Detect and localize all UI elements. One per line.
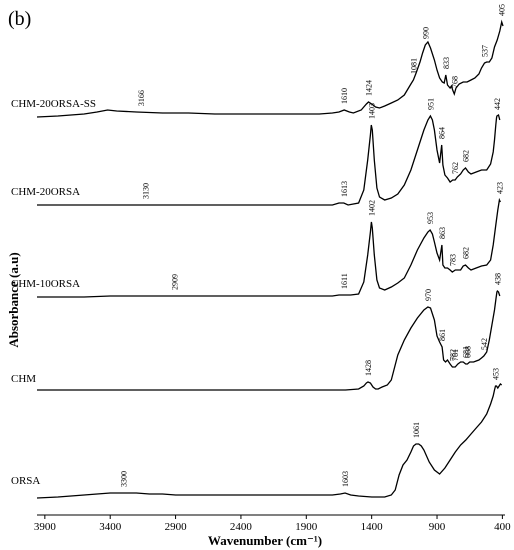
spectra-layer: CHM-20ORSA-SS 3166 1610 1424 1081 990 833 768 53… — [11, 4, 507, 499]
peak-label: 3130 — [142, 183, 151, 199]
peak-label: 668 — [463, 346, 472, 358]
peak-label: 438 — [493, 273, 502, 285]
x-tick-label: 3400 — [99, 521, 122, 533]
x-axis-ticks: 3900 3400 2900 2400 1900 1400 900 400 — [34, 515, 511, 533]
peak-label: 682 — [462, 150, 471, 162]
peak-label: 953 — [426, 212, 435, 224]
peak-label: 762 — [451, 162, 460, 174]
peak-label: 3166 — [137, 90, 146, 106]
spectrum-line — [36, 19, 504, 118]
peak-label: 453 — [491, 368, 500, 380]
peak-label: 782 — [448, 349, 457, 361]
peak-label: 1611 — [340, 273, 349, 289]
peak-label: 1403 — [367, 103, 376, 119]
x-tick-label: 1400 — [361, 521, 384, 533]
peak-label: 2909 — [170, 274, 179, 290]
x-tick-label: 400 — [494, 521, 511, 533]
peak-label: 863 — [438, 227, 447, 239]
spectrum-line — [36, 383, 503, 499]
peak-label: 1424 — [365, 80, 374, 96]
peak-label: 542 — [480, 338, 489, 350]
peak-label: 1603 — [341, 471, 350, 487]
series-name-label: CHM — [11, 373, 36, 385]
peak-label: 951 — [426, 98, 435, 110]
x-tick-label: 3900 — [34, 521, 57, 533]
spectrum-chm-20orsa-ss: CHM-20ORSA-SS 3166 1610 1424 1081 990 833 768 53… — [11, 4, 507, 118]
peak-label: 990 — [421, 27, 430, 39]
x-tick-label: 1900 — [295, 521, 318, 533]
peak-label: 861 — [438, 329, 447, 341]
peak-label: 1061 — [412, 422, 421, 438]
panel-label: (b) — [8, 8, 31, 30]
spectrum-orsa: ORSA 3300 1603 1061 453 — [11, 368, 503, 499]
peak-label: 761 — [451, 349, 460, 361]
y-axis-label: Absorbance (a.u) — [6, 252, 21, 347]
spectrum-line — [37, 197, 501, 298]
peak-label: 783 — [448, 254, 457, 266]
peak-label: 1610 — [340, 88, 349, 104]
peak-label: 1613 — [340, 181, 349, 197]
peak-label: 833 — [442, 57, 451, 69]
peak-label: 768 — [450, 76, 459, 88]
peak-label: 405 — [498, 4, 507, 16]
series-name-label: CHM-20ORSA-SS — [11, 98, 96, 110]
peak-label: 1081 — [409, 58, 418, 74]
series-name-label: CHM-10ORSA — [11, 278, 80, 290]
peak-label: 3300 — [119, 471, 128, 487]
peak-label: 682 — [462, 247, 471, 259]
series-name-label: CHM-20ORSA — [11, 186, 80, 198]
peak-label: 423 — [495, 182, 504, 194]
spectrum-line — [37, 113, 501, 206]
peak-label: 537 — [480, 45, 489, 57]
x-tick-label: 900 — [429, 521, 446, 533]
peak-label: 1402 — [367, 200, 376, 216]
x-tick-label: 2900 — [165, 521, 188, 533]
peak-label: 442 — [493, 98, 502, 110]
x-tick-label: 2400 — [230, 521, 253, 533]
peak-label: 681 — [462, 346, 471, 358]
spectrum-line — [37, 289, 501, 391]
peak-label: 1428 — [364, 360, 373, 376]
peak-label: 864 — [438, 127, 447, 139]
series-name-label: ORSA — [11, 475, 40, 487]
x-axis-label: Wavenumber (cm⁻¹) — [208, 533, 322, 548]
peak-label: 970 — [424, 289, 433, 301]
